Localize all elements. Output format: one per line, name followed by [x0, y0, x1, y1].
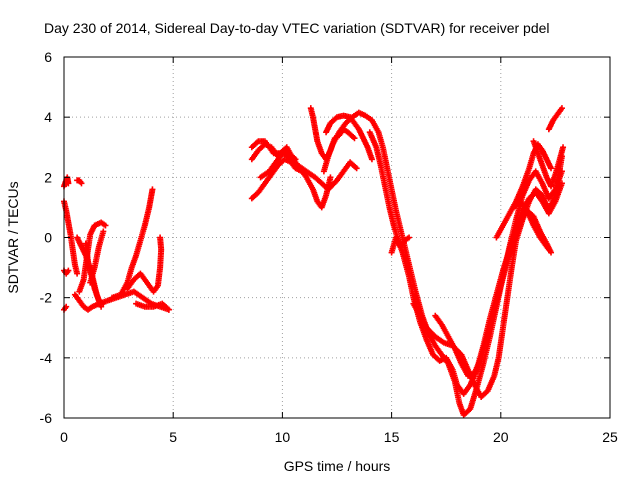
- series-arc-t: [320, 109, 565, 418]
- data-point: [102, 222, 109, 229]
- data-point: [406, 234, 413, 241]
- series-arc-v: [388, 234, 413, 256]
- data-point: [545, 246, 552, 253]
- data-point: [157, 234, 164, 241]
- data-point: [548, 165, 555, 172]
- series-arc-d: [61, 267, 72, 277]
- series-arc-j: [87, 228, 107, 286]
- y-tick-label: 0: [44, 230, 52, 246]
- data-point: [327, 174, 334, 181]
- x-tick-label: 25: [602, 429, 618, 445]
- series-arc-i: [82, 240, 105, 310]
- data-point: [351, 135, 358, 142]
- data-point: [548, 249, 555, 256]
- chart-title: Day 230 of 2014, Sidereal Day-to-day VTE…: [44, 20, 550, 36]
- series-arc-p: [248, 138, 334, 211]
- series-arc-k: [109, 186, 156, 301]
- y-tick-label: 6: [44, 49, 52, 65]
- data-layer: [61, 105, 567, 418]
- x-tick-label: 20: [493, 429, 509, 445]
- series-arc-za: [545, 105, 565, 133]
- data-point: [353, 165, 360, 172]
- series-arc-b: [61, 174, 72, 190]
- data-point: [98, 303, 105, 310]
- y-tick-label: -4: [40, 350, 53, 366]
- x-tick-label: 5: [169, 429, 177, 445]
- data-point: [100, 228, 107, 235]
- data-point: [74, 270, 81, 277]
- data-point: [558, 105, 565, 112]
- series-arc-zb: [510, 198, 552, 253]
- series-arc-z: [530, 138, 567, 190]
- grid-layer: [64, 57, 610, 418]
- series-arc-c: [74, 177, 85, 187]
- x-tick-label: 15: [384, 429, 400, 445]
- data-point: [165, 306, 172, 313]
- y-tick-label: -2: [40, 290, 53, 306]
- data-point: [65, 180, 72, 187]
- y-tick-label: 2: [44, 169, 52, 185]
- series-arc-m: [133, 300, 172, 313]
- x-axis-label: GPS time / hours: [284, 458, 391, 474]
- series-arc-l: [124, 234, 165, 295]
- series-arc-w: [410, 153, 565, 400]
- x-tick-label: 0: [60, 429, 68, 445]
- y-axis-label: SDTVAR / TECUs: [5, 181, 21, 293]
- x-tick-label: 10: [275, 429, 291, 445]
- data-point: [368, 156, 375, 163]
- data-point: [65, 267, 72, 274]
- y-tick-label: 4: [44, 109, 52, 125]
- series-arc-q: [257, 150, 360, 193]
- data-point: [78, 180, 85, 187]
- series-arc-e: [61, 303, 70, 313]
- data-point: [149, 186, 156, 193]
- data-point: [560, 144, 567, 151]
- series-arc-r: [307, 105, 358, 163]
- y-tick-label: -6: [40, 410, 53, 426]
- tick-layer: 0 5 10 15 20 25 -6 -4 -2 0 2 4 6: [40, 49, 618, 445]
